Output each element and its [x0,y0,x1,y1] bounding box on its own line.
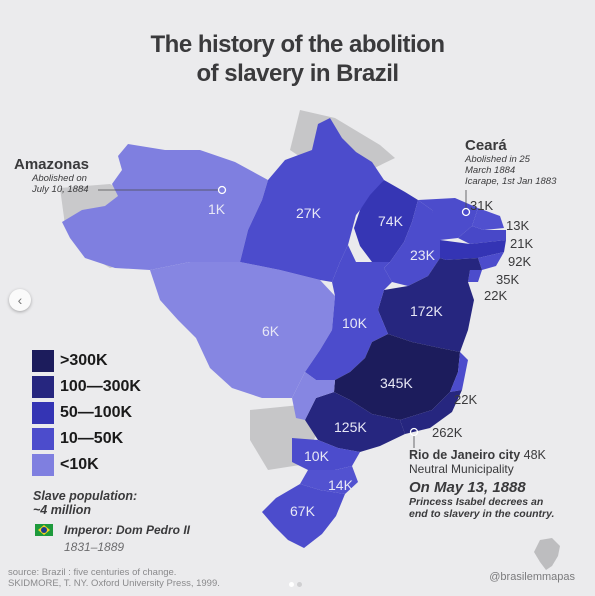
legend-label: 10—50K [60,430,124,447]
label-mato-grosso: 6K [262,323,280,339]
slave-population-label: Slave population: [33,489,138,503]
amazonas-annotation: Amazonas Abolished on July 10, 1884 [14,156,89,195]
abolition-text-line1: Princess Isabel decrees an [409,496,544,508]
region-rio-grande-do-norte [472,208,504,230]
legend-swatch [32,428,54,450]
amazonas-abolished-line1: Abolished on [32,173,87,184]
label-amazonas: 1K [208,201,226,217]
legend-label: <10K [60,456,99,473]
label-parana: 10K [304,448,330,464]
label-rio-de-janeiro: 262K [432,425,463,440]
brazil-watermark-icon [534,538,560,570]
label-ceara: 31K [470,198,493,213]
slave-population-note: Slave population: ~4 million [33,489,137,517]
legend-item-10-50k: 10—50K [32,427,141,451]
legend-item-100-300k: 100—300K [32,375,141,399]
region-mato-grosso [150,262,335,398]
region-ceara [418,198,478,240]
label-santa-catarina: 14K [328,477,354,493]
amazonas-title: Amazonas [14,156,90,173]
label-paraiba: 21K [510,236,533,251]
legend-label: 100—300K [60,378,141,395]
region-piaui [384,200,440,286]
region-paraiba [458,226,506,244]
abolition-decree-annotation: On May 13, 1888 Princess Isabel decrees … [409,479,554,520]
legend-swatch [32,454,54,476]
source-citation: source: Brazil : five centuries of chang… [8,567,220,589]
label-minas-gerais: 345K [380,375,413,391]
emperor-name: Imperor: Dom Pedro II [64,523,191,537]
region-rio-de-janeiro [400,390,462,434]
carousel-dot[interactable] [297,582,302,587]
legend-item-50-100k: 50—100K [32,401,141,425]
label-pernambuco: 92K [508,254,531,269]
author-handle: @brasilemmapas [489,571,575,583]
page-title-line-1: The history of the abolition [150,31,446,58]
region-para [240,118,384,282]
region-sergipe [468,270,482,282]
region-pernambuco [440,240,506,260]
region-parana [292,438,360,470]
label-rio-grande-do-norte: 13K [506,218,529,233]
label-sao-paulo: 125K [334,419,367,435]
label-maranhao: 74K [378,213,404,229]
label-alagoas: 35K [496,272,519,287]
label-sergipe: 22K [484,288,507,303]
slave-population-value: ~4 million [33,503,92,517]
chevron-left-icon: ‹ [17,292,23,308]
rio-annotation: Rio de Janeiro city 48K Neutral Municipa… [409,448,546,476]
ceara-abolished-line1: Abolished in 25 [465,154,530,165]
legend-swatch [32,402,54,424]
label-espirito-santo: 22K [454,392,477,407]
legend-item-lt10k: <10K [32,453,141,477]
label-piaui: 23K [410,247,436,263]
carousel-previous-button[interactable]: ‹ [9,289,31,311]
abolition-date: On May 13, 1888 [409,479,526,496]
amazonas-marker [217,185,227,195]
region-espirito-santo [450,352,468,392]
region-mato-grosso-south [292,372,335,420]
brazil-flag-icon [35,524,53,536]
rio-city-sub: Neutral Municipality [409,462,514,476]
legend-item-gt300k: >300K [32,349,141,373]
carousel-dot[interactable] [289,582,294,587]
label-rio-grande-do-sul: 67K [290,503,316,519]
source-line1: source: Brazil : five centuries of chang… [8,567,177,578]
region-rio-grande-do-sul [262,484,345,548]
region-alagoas [478,252,504,270]
carousel-pagination[interactable] [289,574,305,592]
ceara-abolished-line2: March 1884 [465,165,516,176]
ceara-icarape-note: Icarape, 1st Jan 1883 [465,176,557,187]
region-goias [305,245,392,380]
region-amazonas [62,144,268,270]
source-line2: SKIDMORE, T. NY. Oxford University Press… [8,578,220,589]
legend: >300K 100—300K 50—100K 10—50K <10K [32,349,141,479]
ceara-annotation: Ceará Abolished in 25 March 1884 Icarape… [465,137,556,187]
region-santa-catarina [300,466,358,494]
page-title-line-2: of slavery in Brazil [196,60,399,87]
abolition-text-line2: end to slavery in the country. [409,508,555,520]
emperor-years: 1831–1889 [64,540,125,554]
amazonas-abolished-line2: July 10, 1884 [32,184,89,195]
ceara-marker [461,207,471,217]
label-goias: 10K [342,315,368,331]
rio-city-marker [409,427,419,437]
rio-city-value: 48K [523,448,546,462]
legend-swatch [32,350,54,372]
label-bahia: 172K [410,303,443,319]
rio-city-name: Rio de Janeiro city [409,448,521,462]
region-sao-paulo [305,392,405,452]
ceara-title: Ceará [465,137,507,154]
region-minas-gerais [334,334,460,420]
legend-swatch [32,376,54,398]
label-para: 27K [296,205,322,221]
region-bahia [378,258,482,352]
region-maranhao [354,180,418,262]
legend-label: >300K [60,352,108,369]
legend-label: 50—100K [60,404,133,421]
